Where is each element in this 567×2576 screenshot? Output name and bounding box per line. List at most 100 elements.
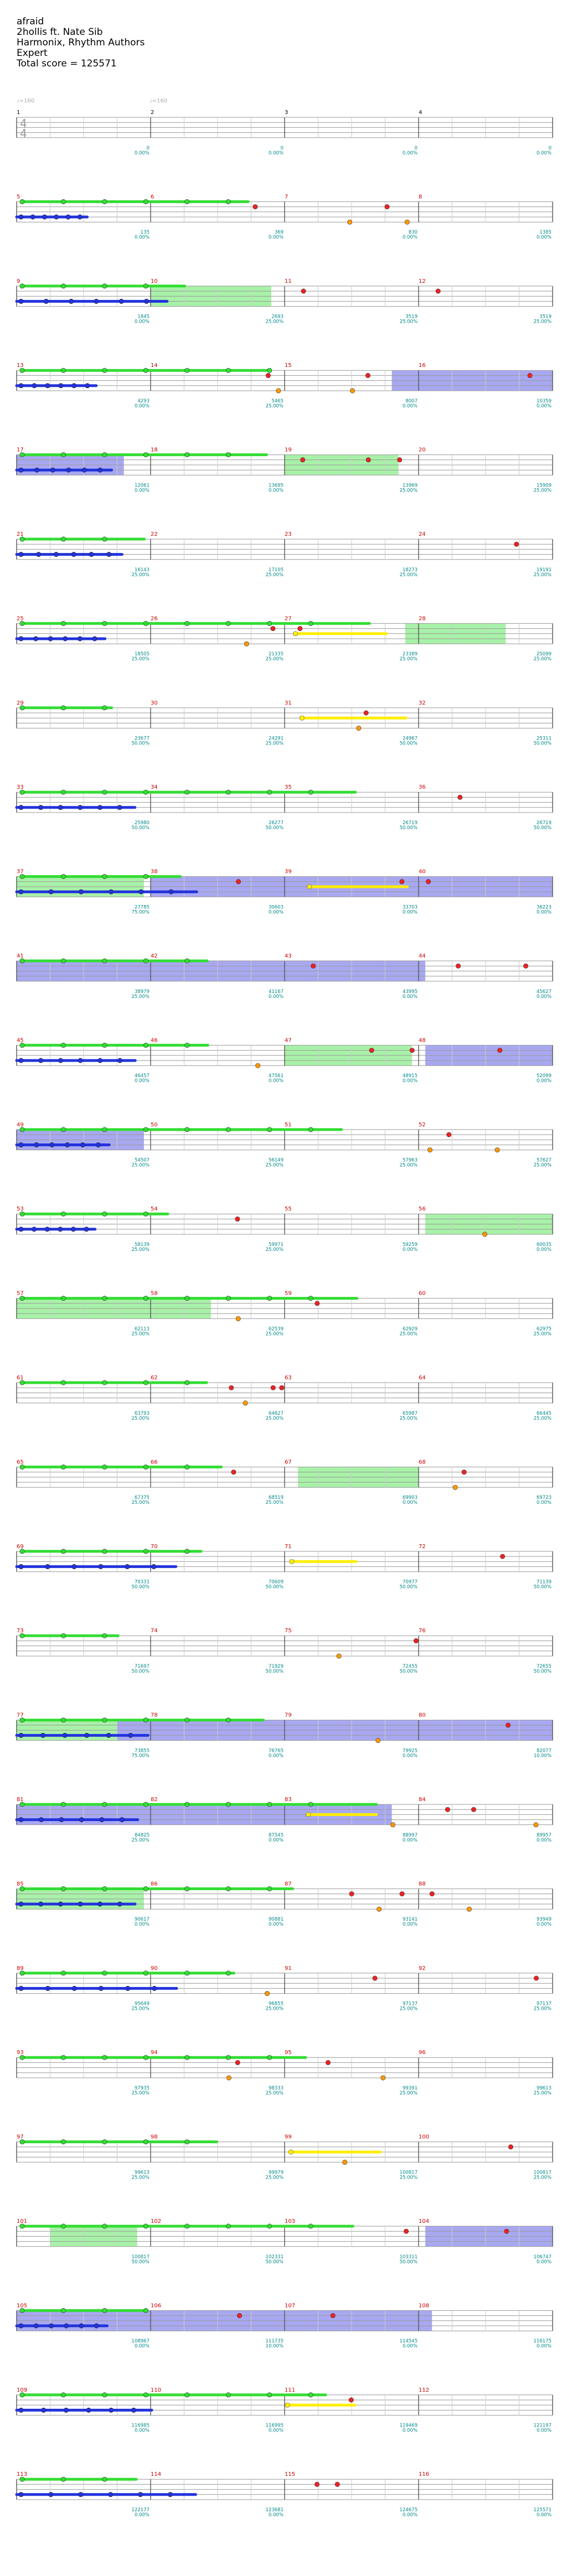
note-green <box>184 2139 190 2145</box>
measure-score: 90881 <box>269 1917 284 1922</box>
note-blue <box>18 889 24 894</box>
measure-percent: 50.00% <box>534 741 551 747</box>
note-green <box>143 368 148 373</box>
measure-percent: 25.00% <box>132 1500 150 1506</box>
note-blue <box>77 214 83 220</box>
note-green <box>102 199 107 204</box>
measure-percent: 0.00% <box>135 404 150 409</box>
note-green <box>102 1886 107 1891</box>
measure-number: 37 <box>17 869 24 875</box>
note-green <box>102 1718 107 1723</box>
measure-percent: 25.00% <box>266 1416 284 1421</box>
note-blue <box>58 1901 63 1907</box>
note-green <box>143 874 148 880</box>
note-blue <box>94 2323 99 2329</box>
measure-percent: 25.00% <box>266 2175 284 2180</box>
note-green <box>60 874 66 880</box>
measure-number: 33 <box>17 784 24 790</box>
measure-score: 121197 <box>534 2423 551 2429</box>
note-red <box>429 1891 435 1897</box>
note-blue <box>58 1058 63 1063</box>
note-blue <box>95 1142 101 1147</box>
measure-score: 41167 <box>269 989 284 995</box>
measure-number: 48 <box>419 1037 426 1043</box>
note-red <box>235 2060 240 2065</box>
note-red <box>237 2313 243 2319</box>
note-orange <box>349 388 355 394</box>
measure-score: 102331 <box>266 2254 284 2260</box>
note-green <box>19 1970 25 1976</box>
measure-number: 20 <box>419 447 426 453</box>
note-blue <box>18 214 24 220</box>
measure-number: 97 <box>17 2134 24 2140</box>
measure-number: 8 <box>419 194 422 200</box>
note-green <box>225 1970 231 1976</box>
note-green <box>102 2308 107 2313</box>
note-blue <box>89 552 94 557</box>
measure-percent: 10.00% <box>534 1753 551 1758</box>
note-blue <box>78 2492 84 2497</box>
note-blue <box>45 1985 50 1991</box>
measure-score: 114545 <box>400 2339 417 2344</box>
measure-score: 3519 <box>405 314 417 320</box>
measure-number: 58 <box>151 1291 158 1297</box>
note-blue <box>106 1732 111 1738</box>
note-red <box>301 288 306 294</box>
measure-score: 48915 <box>403 1073 417 1079</box>
note-blue <box>79 1817 84 1823</box>
note-red <box>279 1385 285 1390</box>
note-orange <box>356 726 362 731</box>
note-blue <box>106 552 112 557</box>
note-red <box>508 2144 513 2150</box>
note-green <box>143 283 148 289</box>
measure-score: 135 <box>141 230 150 235</box>
note-yellow <box>306 1812 311 1817</box>
note-green <box>143 1802 148 1807</box>
note-green <box>225 1296 231 1301</box>
measure-number: 22 <box>151 531 158 537</box>
note-green <box>102 452 107 458</box>
measure-percent: 0.00% <box>537 2428 551 2434</box>
measure-score: 46457 <box>135 1073 150 1079</box>
measure-score: 38979 <box>135 989 150 995</box>
measure-percent: 0.00% <box>537 1922 551 1927</box>
measure-number: 105 <box>17 2303 27 2309</box>
measure-percent: 0.00% <box>403 994 417 1000</box>
note-green <box>184 958 190 964</box>
note-blue <box>151 1564 157 1569</box>
measure-score: 13969 <box>403 483 417 488</box>
measure-number: 24 <box>419 531 426 537</box>
note-red <box>235 1216 240 1222</box>
measure-score: 70331 <box>135 1580 150 1585</box>
measure-number: 70 <box>151 1544 158 1550</box>
measure-percent: 50.00% <box>266 1585 284 1590</box>
note-green <box>267 1127 272 1132</box>
note-green <box>308 1802 313 1807</box>
note-blue <box>32 1227 37 1232</box>
measure-percent: 25.00% <box>400 656 417 662</box>
measure-number: 94 <box>151 2050 158 2056</box>
measure-number: 19 <box>285 447 292 453</box>
note-green <box>102 2223 107 2229</box>
note-red <box>523 963 529 969</box>
measure-score: 26719 <box>403 820 417 826</box>
note-red <box>365 457 371 463</box>
note-blue <box>97 1058 103 1063</box>
note-orange <box>347 219 353 225</box>
measure-score: 119469 <box>400 2423 417 2429</box>
note-orange <box>244 641 249 646</box>
note-green <box>19 2476 25 2482</box>
measure-percent: 0.00% <box>269 1838 284 1843</box>
note-blue <box>54 214 59 220</box>
note-blue <box>49 1142 55 1147</box>
measure-percent: 0.00% <box>403 1247 417 1253</box>
measure-number: 108 <box>419 2303 429 2309</box>
measure-percent: 50.00% <box>400 825 417 831</box>
note-blue <box>58 383 64 389</box>
measure-score: 71929 <box>269 1664 284 1669</box>
note-green <box>102 2392 107 2398</box>
measure-percent: 25.00% <box>132 2175 150 2180</box>
note-blue <box>84 1227 89 1232</box>
measure-score: 26277 <box>269 820 284 826</box>
note-blue <box>109 2407 114 2413</box>
